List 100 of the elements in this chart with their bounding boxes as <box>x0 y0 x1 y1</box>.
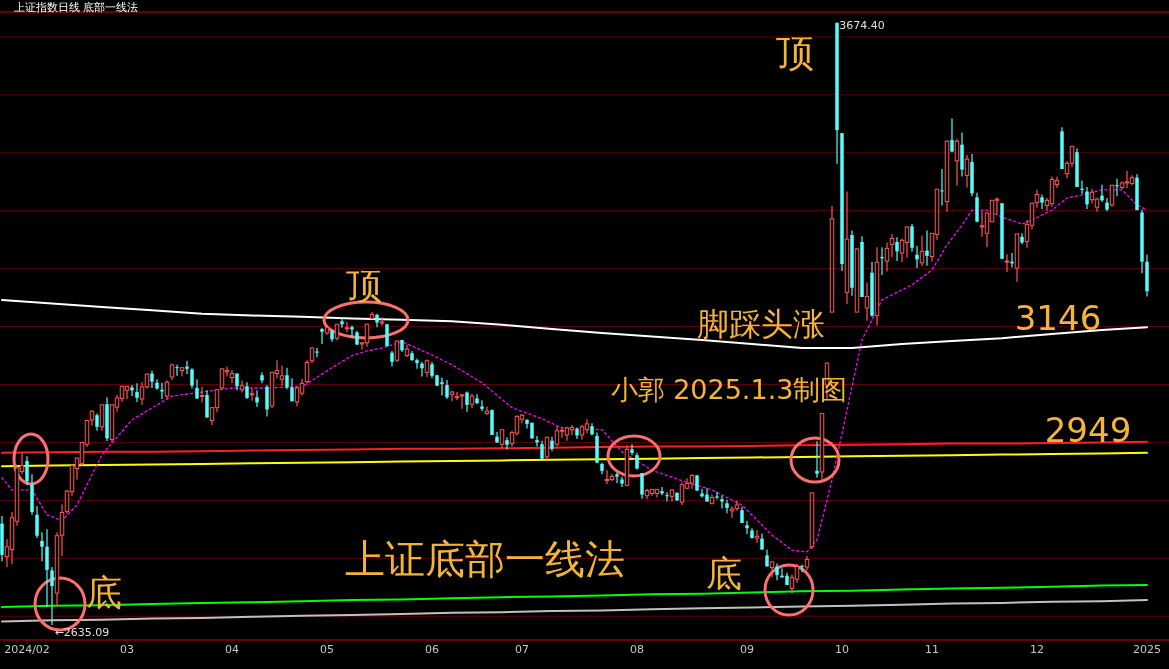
annotation: ←2635.09 <box>54 626 110 639</box>
annotation: 3674.40 <box>839 19 885 32</box>
candlestick <box>124 385 130 400</box>
x-tick-label: 03 <box>120 643 134 656</box>
candlestick <box>925 229 929 267</box>
candlestick <box>465 390 469 413</box>
candlestick <box>315 347 319 358</box>
candlestick <box>535 435 539 448</box>
candlestick <box>255 389 259 408</box>
candlestick <box>279 364 285 387</box>
x-tick-label: 09 <box>740 643 754 656</box>
candlestick <box>889 233 895 258</box>
annotation: 底 <box>86 572 122 613</box>
candlestick <box>205 389 209 419</box>
candlestick <box>25 455 29 486</box>
candlestick <box>734 499 740 512</box>
candlestick <box>199 386 205 404</box>
candlestick <box>884 241 890 273</box>
candlestick <box>1109 184 1115 208</box>
candlestick <box>350 324 354 339</box>
candlestick <box>950 118 954 153</box>
candlestick <box>379 316 385 327</box>
candlestick <box>679 481 685 506</box>
candlestick <box>640 472 644 500</box>
candlestick <box>344 321 350 333</box>
annotation: 顶 <box>346 265 382 306</box>
x-tick-label: 04 <box>225 643 239 656</box>
x-tick-label: 06 <box>425 643 439 656</box>
candlestick <box>1040 193 1044 210</box>
candlestick <box>1124 170 1130 189</box>
candlestick <box>915 245 919 269</box>
x-tick-label: 2025 <box>1133 643 1161 656</box>
candlestick <box>895 236 899 262</box>
candlestick <box>35 505 39 539</box>
candlestick <box>554 425 560 448</box>
x-tick-label: 10 <box>835 643 849 656</box>
candlestick <box>720 495 724 510</box>
candlestick <box>445 379 449 400</box>
x-tick-label: 12 <box>1030 643 1044 656</box>
candlestick <box>1004 253 1010 273</box>
candlestick <box>745 520 749 535</box>
candlestick <box>1115 178 1119 197</box>
candlestick <box>219 367 225 391</box>
candlestick <box>179 367 185 377</box>
x-tick-label: 11 <box>925 643 939 656</box>
candlestick <box>454 391 460 401</box>
chart-title: 上证指数日线 底部一线法 <box>14 1 139 14</box>
candlestick <box>495 431 499 444</box>
candlestick <box>260 371 264 384</box>
candlestick <box>620 476 624 488</box>
candlestick <box>665 491 669 503</box>
candlestick <box>265 384 269 417</box>
candlestick <box>919 235 925 267</box>
candlestick <box>130 384 134 397</box>
candlestick <box>715 491 719 500</box>
candlestick <box>229 369 235 384</box>
candlestick <box>604 469 610 485</box>
candlestick <box>910 223 914 253</box>
annotation: 底 <box>706 553 742 594</box>
candlestick <box>195 378 199 400</box>
candlestick <box>725 499 729 514</box>
x-tick-label: 08 <box>630 643 644 656</box>
candlestick <box>769 560 775 579</box>
x-tick-label: 05 <box>320 643 334 656</box>
candlestick <box>940 168 944 207</box>
candlestick <box>294 385 300 408</box>
candlestick <box>415 357 419 370</box>
annotation: 脚踩头涨 <box>697 305 825 343</box>
candlestick <box>164 379 170 401</box>
annotation: 3146 <box>1014 298 1102 338</box>
candlestick <box>540 440 544 461</box>
candlestick <box>420 361 424 377</box>
candlestick <box>880 246 884 276</box>
candlestick <box>190 367 194 390</box>
candlestick <box>239 379 245 394</box>
x-tick-label: 2024/02 <box>4 643 50 656</box>
annotation: 顶 <box>776 31 814 75</box>
annotation: 2949 <box>1044 410 1132 450</box>
candlestick <box>285 367 289 390</box>
candlestick <box>175 364 179 377</box>
candlestick <box>135 382 139 403</box>
candlestick <box>630 443 634 456</box>
x-tick-label: 07 <box>515 643 529 656</box>
candlestick <box>50 566 54 626</box>
candlestick <box>660 486 664 496</box>
candlestick <box>815 440 819 479</box>
candlestick <box>449 390 455 402</box>
candlestick <box>729 505 735 519</box>
candlestick <box>480 399 484 412</box>
candlestick <box>499 429 505 449</box>
candlestick <box>904 225 910 259</box>
candlestick <box>864 281 870 322</box>
candlestick <box>505 436 509 450</box>
candlestick <box>615 471 619 484</box>
candlestick <box>249 387 255 402</box>
candlestick <box>185 360 189 375</box>
annotation: 上证底部一线法 <box>345 536 625 582</box>
candlestick <box>340 316 344 329</box>
candlestick <box>954 138 960 187</box>
candlestick <box>800 564 804 573</box>
